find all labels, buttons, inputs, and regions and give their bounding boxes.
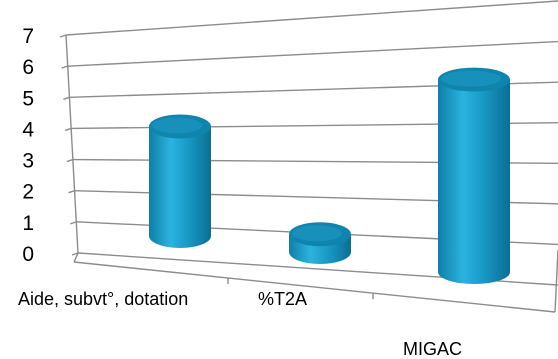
- bar-top-highlight: [152, 117, 202, 134]
- bar-body: [438, 79, 510, 284]
- category-label: %T2A: [258, 289, 307, 309]
- y-tick-label: 6: [22, 56, 34, 79]
- category-labels: Aide, subvt°, dotation %T2A MIGAC: [18, 289, 462, 359]
- y-tick-mark: [71, 252, 79, 256]
- y-tick-mark: [59, 34, 67, 38]
- category-label: Aide, subvt°, dotation: [18, 289, 188, 309]
- floor-left-edge: [73, 252, 79, 263]
- bar-top-highlight: [441, 70, 501, 87]
- gridline: [67, 40, 558, 67]
- gridline: [65, 0, 558, 36]
- bar: [438, 67, 510, 284]
- y-tick-mark: [70, 221, 77, 225]
- bar: [289, 222, 351, 264]
- y-tick-mark: [64, 127, 72, 132]
- y-tick-label: 0: [22, 243, 34, 266]
- bar: [149, 114, 211, 248]
- bar-top-highlight: [292, 225, 342, 242]
- y-tick-mark: [63, 96, 70, 100]
- y-tick-mark: [61, 65, 68, 69]
- y-tick-mark: [68, 190, 75, 194]
- bar-body: [149, 126, 211, 248]
- y-tick-label: 2: [22, 181, 34, 204]
- axes: [65, 34, 558, 313]
- x-axis-front-edge: [73, 261, 556, 313]
- y-tick-label: 4: [22, 118, 34, 141]
- y-tick-labels: 0 1 2 3 4 5 6 7: [22, 25, 34, 266]
- category-label: MIGAC: [403, 339, 462, 359]
- y-axis-line: [65, 34, 79, 254]
- y-tick-label: 7: [22, 25, 34, 48]
- y-tick-label: 3: [22, 150, 34, 173]
- y-tick-label: 5: [22, 87, 34, 110]
- y-tick-mark: [66, 158, 74, 163]
- y-tick-label: 1: [22, 212, 34, 235]
- bars: [149, 67, 510, 284]
